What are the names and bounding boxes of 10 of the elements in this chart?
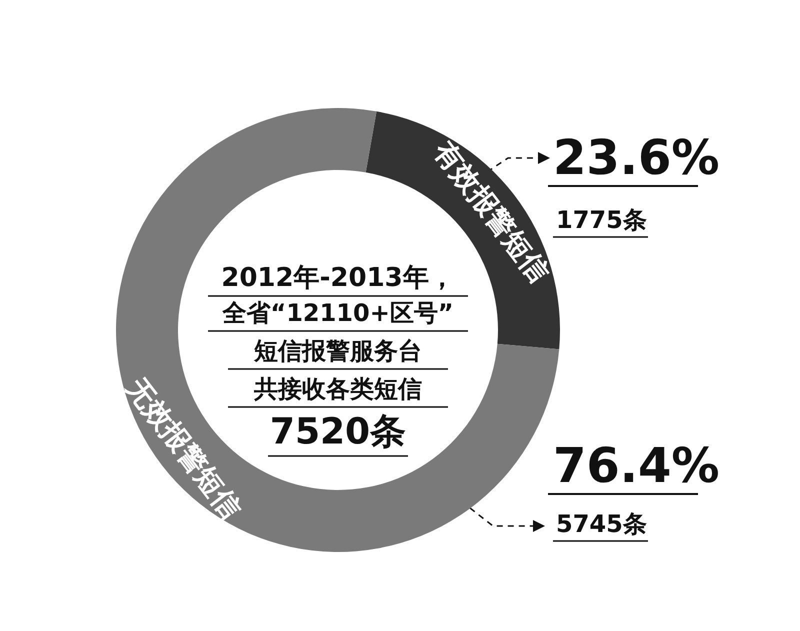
text: 共接收各类短信 bbox=[253, 375, 422, 403]
data-label: 23.6% bbox=[553, 130, 720, 186]
text: 5745条 bbox=[556, 510, 647, 538]
text: 1775条 bbox=[556, 206, 647, 234]
slice-label: 无效报警短信 bbox=[119, 370, 248, 525]
text: 7520条 bbox=[270, 412, 406, 452]
text: 2012年-2013年， bbox=[221, 263, 455, 293]
text: 全省“12110+区号” bbox=[221, 299, 454, 327]
text: 短信报警服务台 bbox=[253, 337, 422, 365]
data-label: 76.4% bbox=[553, 438, 720, 494]
